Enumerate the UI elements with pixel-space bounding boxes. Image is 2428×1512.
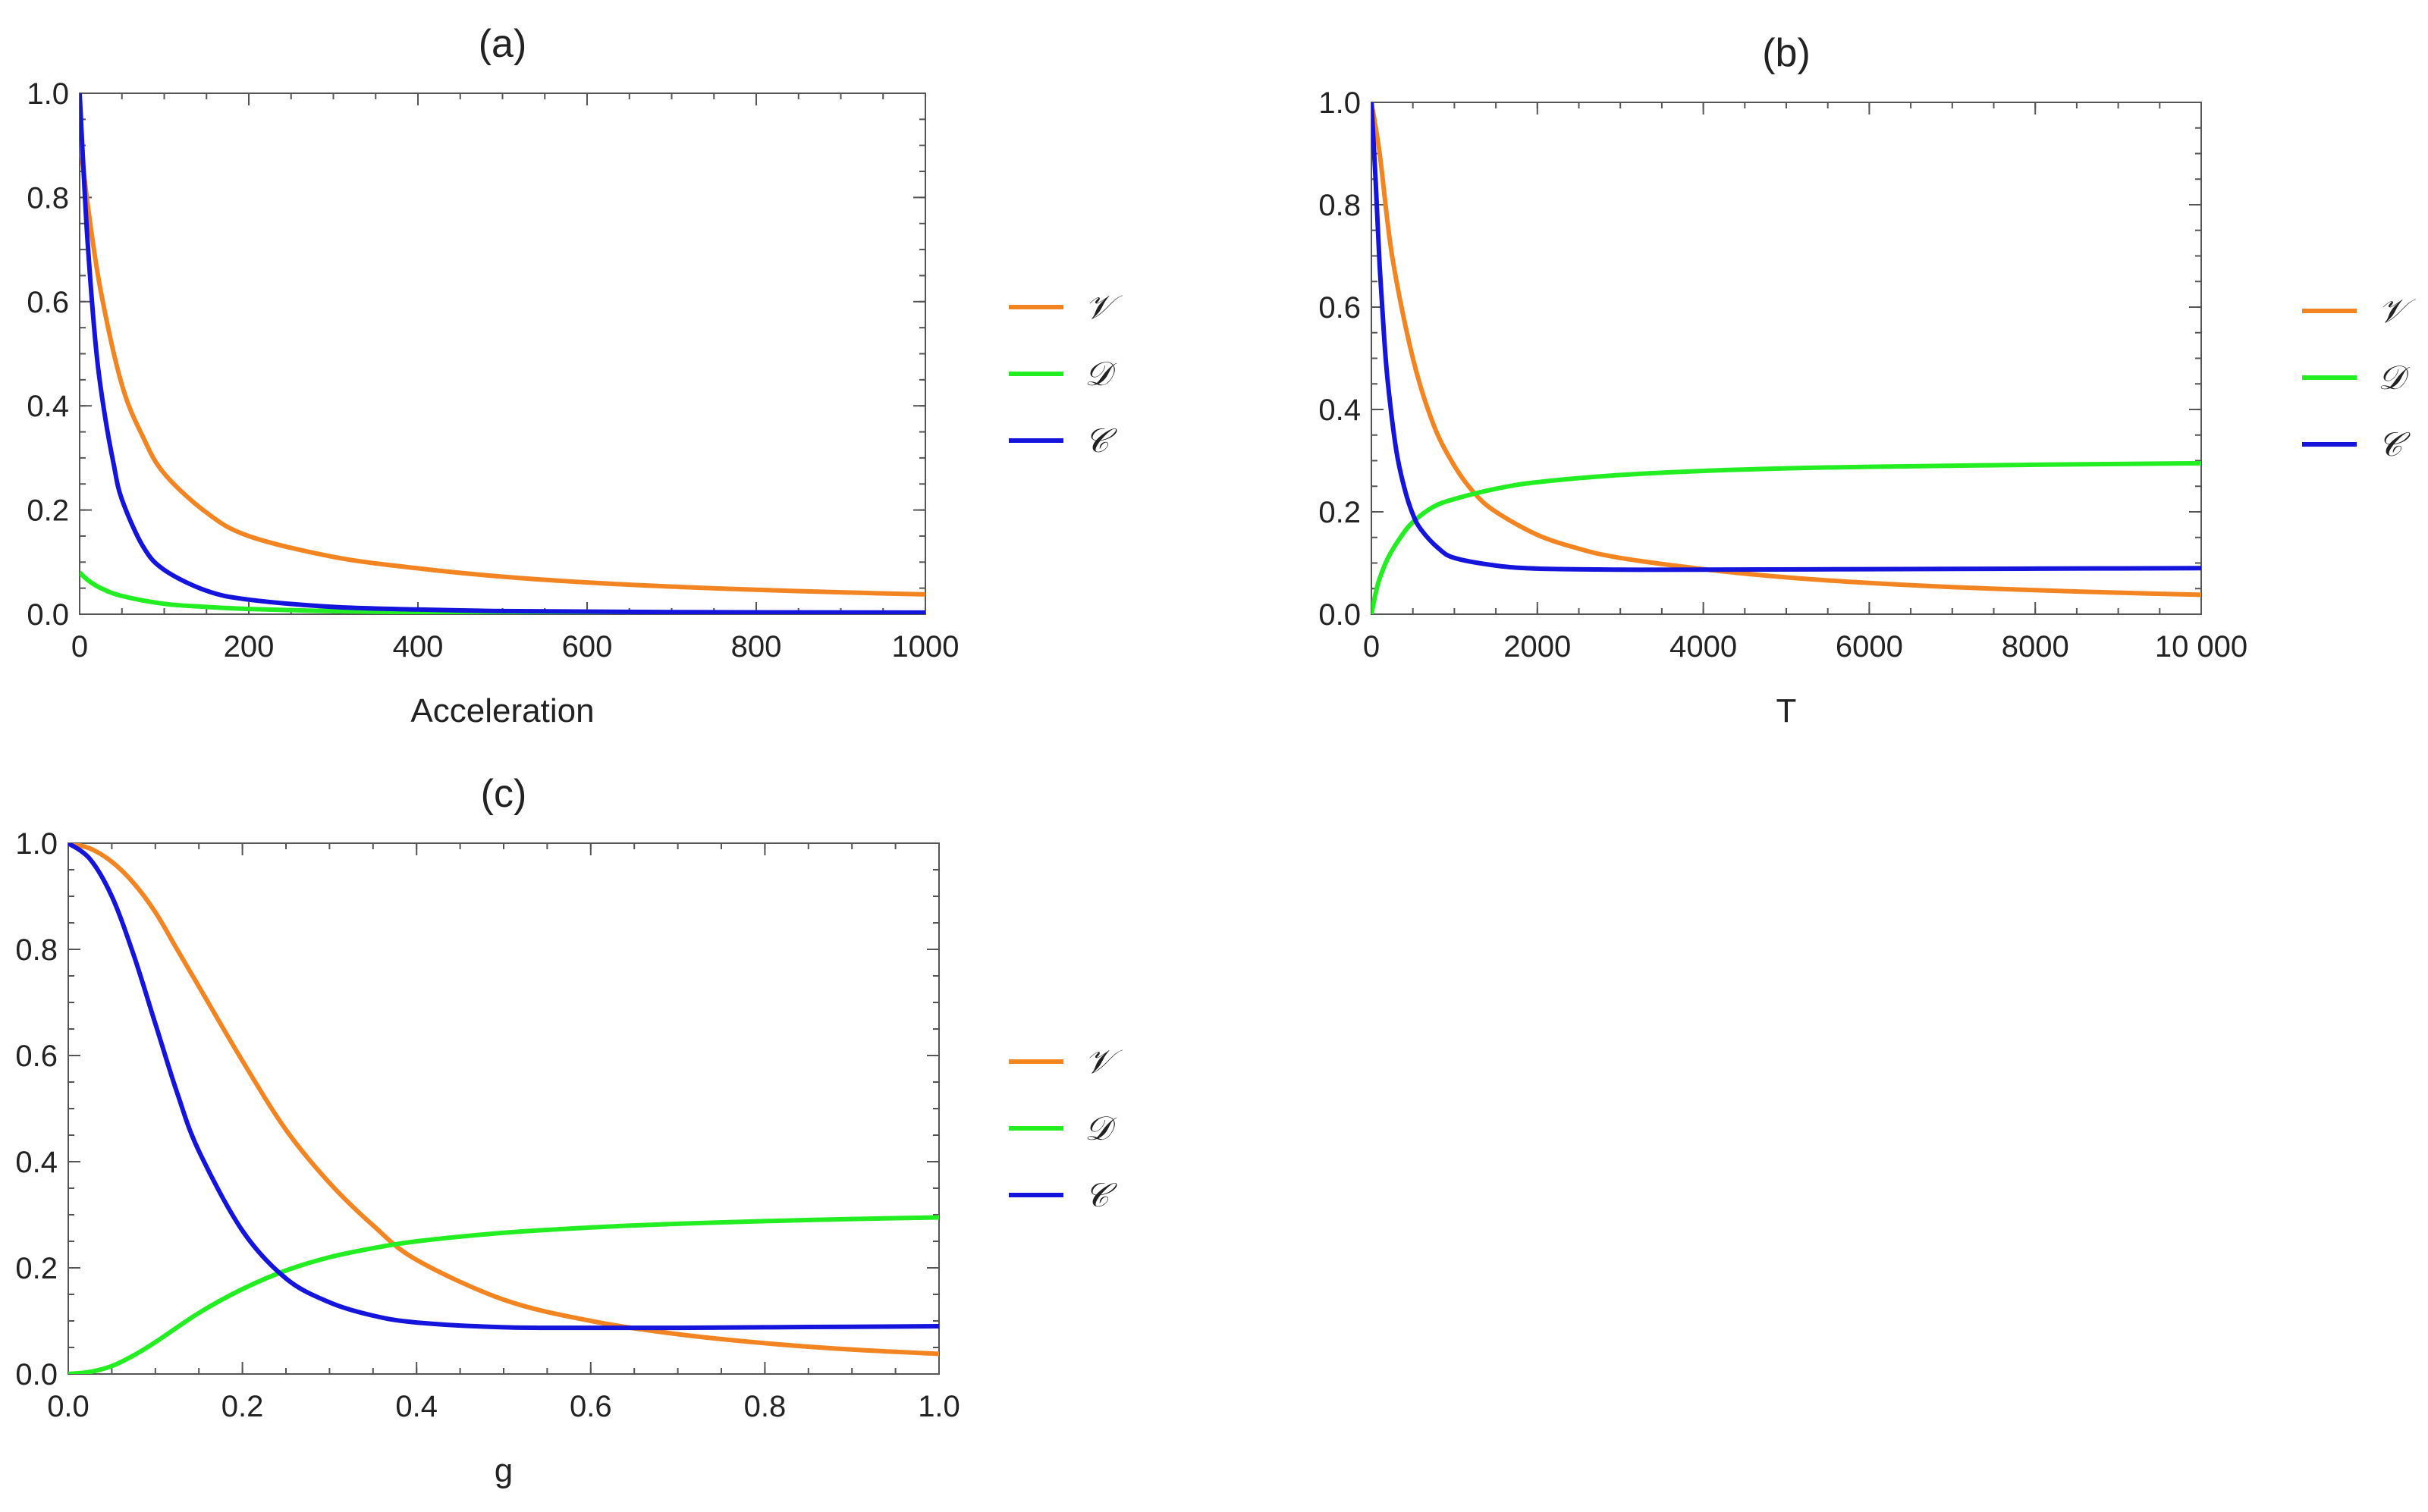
legend-label: 𝒱 [2378,292,2416,331]
y-tick-label: 0.8 [27,181,69,215]
x-tick-label: 0.6 [570,1390,612,1423]
y-tick-label: 0.2 [27,494,69,528]
legend: 𝒱𝒟𝒞 [2302,292,2416,464]
legend-label: 𝒟 [1085,355,1117,394]
x-tick-label: 1000 [892,630,960,663]
series-line-c [80,93,925,614]
plot-frame [68,842,940,1375]
chart-title: (c) [481,772,527,816]
legend-label: 𝒞 [2378,425,2411,464]
chart-title: (a) [479,22,527,66]
legend-label: 𝒟 [1085,1109,1117,1148]
chart-panel-c: 0.0 0.2 0.4 0.6 0.8 1.0 0.0 0.2 0.4 0.6 0.8 1.0 (c) g… [15,772,1123,1489]
y-tick-label: 1.0 [15,827,58,861]
legend-label: 𝒱 [1085,288,1123,327]
x-tick-label: 0.2 [221,1390,264,1423]
y-tick-label: 1.0 [1318,86,1361,120]
x-tick-label: 1.0 [918,1390,960,1423]
x-tick-label: 600 [562,630,613,663]
x-tick-label: 4000 [1669,630,1737,663]
y-tick-label: 0.2 [1318,496,1361,529]
legend-label: 𝒞 [1085,422,1117,460]
x-tick-label: 800 [731,630,782,663]
y-tick-label: 0.2 [15,1252,58,1285]
legend-label: 𝒞 [1085,1176,1117,1215]
x-axis-label: T [1776,692,1797,729]
series-line-d [1371,460,2201,614]
x-tick-label: 10 000 [2155,630,2247,663]
y-tick-label: 0.4 [27,390,69,423]
x-tick-label: 8000 [2002,630,2069,663]
y-tick-label: 0.8 [1318,189,1361,222]
y-tick-label: 0.6 [27,286,69,319]
y-tick-label: 0.4 [1318,394,1361,427]
x-axis-label: g [495,1452,513,1489]
x-tick-label: 6000 [1836,630,1903,663]
chart-title: (b) [1762,31,1811,75]
legend: 𝒱𝒟𝒞 [1009,288,1123,460]
chart-panel-a: 0 200 400 600 800 1000 0.0 0.2 0.4 0.6 0.8 1.0 (a) Ac… [27,22,1123,729]
series-line-c [1371,102,2201,572]
y-tick-label: 0.8 [15,933,58,967]
plot-frame [1371,102,2202,615]
x-tick-label: 0.0 [47,1390,90,1423]
series-line-c [68,843,939,1331]
x-tick-label: 400 [393,630,444,663]
y-tick-label: 0.4 [15,1146,58,1179]
legend-label: 𝒱 [1085,1043,1123,1081]
x-tick-label: 2000 [1503,630,1571,663]
series-line-v [1371,102,2201,598]
x-tick-label: 200 [224,630,275,663]
plot-frame [79,93,926,615]
series-line-v [80,134,925,597]
y-tick-label: 0.0 [1318,598,1361,632]
series-line-v [68,843,939,1357]
legend: 𝒱𝒟𝒞 [1009,1043,1123,1215]
chart-panel-b: 0 2000 4000 6000 8000 10 000 0.0 0.2 0.4 0.6 0.8 1.… [1318,31,2416,729]
y-tick-label: 1.0 [27,77,69,111]
x-axis-label: Acceleration [410,692,594,729]
x-tick-label: 0.4 [395,1390,438,1423]
series-line-d [68,1215,939,1374]
x-tick-label: 0 [71,630,88,663]
y-tick-label: 0.6 [15,1040,58,1073]
y-tick-label: 0.6 [1318,291,1361,325]
legend-label: 𝒟 [2378,359,2411,397]
y-tick-label: 0.0 [15,1358,58,1391]
x-tick-label: 0 [1363,630,1380,663]
y-tick-label: 0.0 [27,598,69,632]
x-tick-label: 0.8 [744,1390,787,1423]
